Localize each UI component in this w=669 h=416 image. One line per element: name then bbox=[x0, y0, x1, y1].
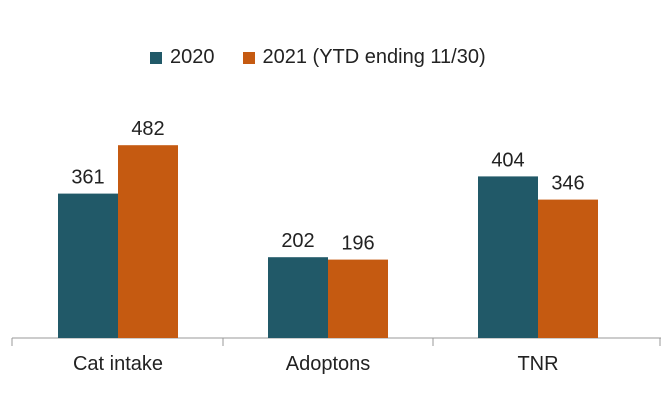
x-tick-label: Adoptons bbox=[286, 353, 371, 375]
bar bbox=[268, 257, 328, 338]
bar bbox=[58, 193, 118, 338]
legend-item-2020: 2020 bbox=[150, 46, 215, 69]
data-label: 196 bbox=[341, 233, 374, 255]
bar bbox=[478, 176, 538, 338]
data-label: 202 bbox=[281, 230, 314, 252]
x-tick-label: TNR bbox=[517, 353, 558, 375]
legend-swatch-2020 bbox=[150, 51, 162, 64]
bar bbox=[328, 259, 388, 338]
legend-label-2020: 2020 bbox=[170, 46, 215, 68]
data-label: 361 bbox=[71, 167, 104, 189]
legend: 2020 2021 (YTD ending 11/30) bbox=[150, 46, 514, 69]
legend-swatch-2021 bbox=[242, 51, 255, 64]
x-tick-label: Cat intake bbox=[73, 353, 163, 375]
data-label: 482 bbox=[131, 118, 164, 140]
legend-label-2021: 2021 (YTD ending 11/30) bbox=[262, 46, 486, 68]
legend-item-2021: 2021 (YTD ending 11/30) bbox=[242, 46, 486, 69]
bar bbox=[118, 145, 178, 338]
bar bbox=[538, 199, 598, 338]
data-label: 346 bbox=[551, 173, 584, 195]
data-label: 404 bbox=[491, 149, 524, 171]
